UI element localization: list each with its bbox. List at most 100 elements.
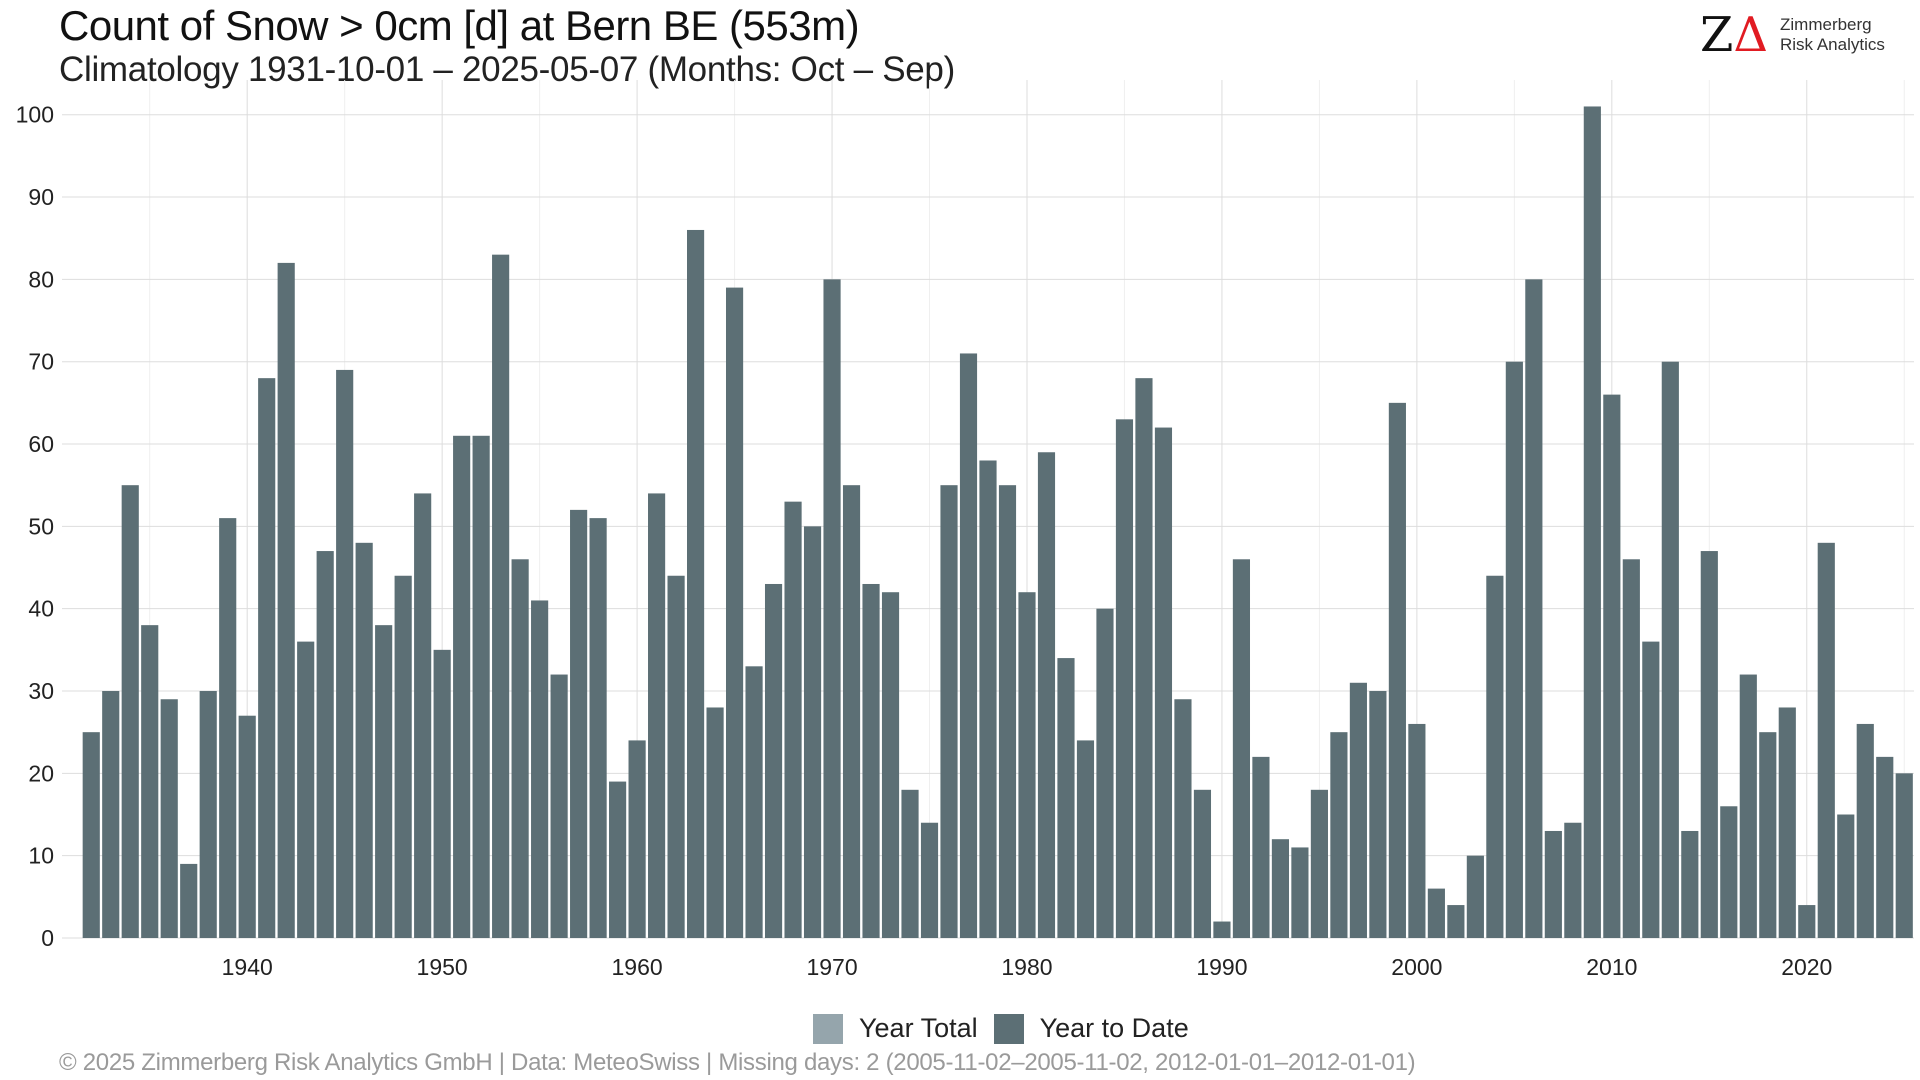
bar [394,575,412,938]
bar [511,559,529,938]
bar [687,229,705,938]
bar [1076,740,1095,938]
bar [920,822,939,938]
bar [1271,839,1289,938]
bar [414,493,432,938]
y-tick-label: 30 [28,678,54,704]
y-tick-label: 40 [28,596,54,622]
logo-z: Z [1700,7,1734,63]
bar [121,485,139,938]
bar [550,674,568,938]
bar [1057,658,1075,938]
y-tick-label: 80 [28,266,54,292]
bar [1603,394,1621,939]
bar [1408,723,1426,938]
y-tick-label: 50 [28,513,54,539]
legend-label-year-total: Year Total [859,1013,978,1043]
y-tick-label: 90 [28,184,54,210]
bar [160,699,178,938]
x-tick-label: 1950 [417,954,468,980]
chart-subtitle: Climatology 1931-10-01 – 2025-05-07 (Mon… [59,50,955,89]
bar [979,460,997,938]
bar [277,262,295,939]
bar [998,485,1017,938]
bar [1622,559,1640,938]
bar [336,369,354,938]
legend-swatch-year-to-date [993,1013,1024,1044]
bar [1447,905,1465,938]
x-tick-label: 1940 [222,954,273,980]
x-tick-label: 1970 [806,954,857,980]
bar [1310,789,1328,938]
legend-item-year-total: Year Total [813,1013,978,1044]
bar [1544,830,1562,938]
bar [570,509,588,938]
bar [1018,592,1036,938]
bar [1154,427,1173,938]
x-tick-label: 1980 [1001,954,1052,980]
bar [1642,641,1660,938]
bar [1135,378,1153,938]
y-tick-label: 10 [28,843,54,869]
logo-delta: Δ [1733,7,1769,63]
bar [1739,674,1757,938]
bar [1369,691,1387,938]
bar [375,625,393,938]
bar [238,715,256,938]
logo-line1: Zimmerberg [1780,15,1872,34]
x-tick-label: 2020 [1781,954,1832,980]
bar [1232,559,1251,938]
logo-line2: Risk Analytics [1780,35,1885,54]
bar [258,378,276,938]
bar [959,353,978,938]
bar [1817,542,1835,938]
chart-legend: Year Total Year to Date [813,1013,1205,1044]
y-tick-label: 0 [41,925,54,951]
company-logo: ZΔ Zimmerberg Risk Analytics [1700,10,1910,60]
bar [1778,707,1796,938]
bar [1583,106,1601,939]
chart-title: Count of Snow > 0cm [d] at Bern BE (553m… [59,2,860,49]
bar [316,551,334,938]
bar [355,542,373,938]
bar [940,485,958,938]
bar [881,592,900,938]
bar [1037,452,1056,938]
bar [648,493,666,938]
bar [1720,806,1738,938]
bar [1798,905,1816,938]
bar [1564,822,1582,938]
bar [453,435,471,938]
legend-item-year-to-date: Year to Date [993,1013,1189,1044]
bar [141,625,159,938]
bar [1661,361,1679,938]
bar [1759,732,1777,938]
bar [1213,921,1231,938]
bar [1681,830,1699,938]
logo-mark: ZΔ [1700,10,1768,60]
bar [1525,279,1543,938]
bar [901,789,919,938]
legend-swatch-year-total [813,1013,843,1044]
bar [1700,551,1718,938]
y-tick-label: 60 [28,431,54,457]
bar [628,740,646,938]
bar [531,600,549,938]
bar [1466,855,1484,938]
bar [609,781,627,938]
bar [433,649,451,938]
bar [1330,732,1348,938]
bar [1486,575,1504,938]
bar [1252,756,1270,938]
y-tick-label: 70 [28,349,54,375]
bar [842,485,861,938]
footer-credits: © 2025 Zimmerberg Risk Analytics GmbH | … [59,1049,1416,1076]
bar [803,526,822,938]
bar [82,732,100,938]
bar [180,863,198,938]
x-tick-label: 2010 [1586,954,1637,980]
bar [706,707,724,938]
bar [102,691,120,938]
y-tick-label: 20 [28,760,54,786]
bar [667,575,685,938]
